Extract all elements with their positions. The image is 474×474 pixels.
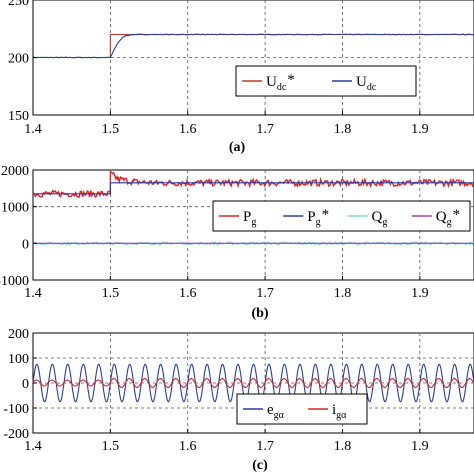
- y-tick-label: -1000: [0, 274, 29, 289]
- x-tick-label: 1.7: [256, 122, 274, 137]
- x-tick-label: 1.9: [411, 439, 429, 454]
- legend-entry: Qg: [372, 209, 388, 228]
- panel-b-label: (b): [251, 306, 268, 321]
- y-tick-label: -100: [3, 402, 29, 417]
- legend-label-sup: *: [453, 207, 461, 223]
- legend-label-sub: dc: [277, 82, 287, 93]
- panel-a-y-ticks: 150 200 250: [8, 0, 37, 124]
- legend-label-main: P: [307, 209, 315, 225]
- y-tick-label: 2000: [1, 164, 29, 179]
- legend-label-sub: gα: [336, 410, 347, 421]
- legend-entry: Pg: [243, 209, 256, 228]
- x-tick-label: 1.4: [24, 286, 42, 301]
- x-tick-label: 1.5: [102, 122, 120, 137]
- legend-entry: Udc: [356, 74, 377, 93]
- series-line-1-2: [32, 240, 474, 247]
- legend-label-main: e: [267, 402, 274, 418]
- series-line-0-1: [32, 33, 474, 59]
- legend-label-sub: g: [316, 217, 321, 228]
- legend-label-main: Q: [436, 209, 447, 225]
- panel-b-x-ticks: 1.4 1.5 1.6 1.7 1.8 1.9: [24, 276, 429, 301]
- panel-a-label: (a): [229, 140, 246, 155]
- series-line-1-1: [33, 182, 474, 195]
- legend-label-sup: *: [287, 72, 295, 88]
- x-tick-label: 1.5: [102, 286, 120, 301]
- y-tick-label: 150: [8, 109, 29, 124]
- panel-c-legend: egα igα: [236, 393, 368, 425]
- y-tick-label: 1000: [1, 201, 29, 216]
- legend-entry: igα: [332, 402, 347, 421]
- panel-c-series: [32, 363, 474, 403]
- legend-label-main: P: [243, 209, 251, 225]
- y-tick-label: 200: [8, 327, 29, 342]
- legend-label-sub: dc: [367, 82, 377, 93]
- x-tick-label: 1.5: [102, 439, 120, 454]
- panel-a-legend: Udc* Udc: [235, 65, 417, 97]
- y-tick-label: -200: [3, 427, 29, 442]
- legend-box: [235, 65, 417, 97]
- x-tick-label: 1.9: [411, 286, 429, 301]
- x-tick-label: 1.8: [334, 122, 352, 137]
- x-tick-label: 1.9: [411, 122, 429, 137]
- y-tick-label: 200: [8, 52, 29, 67]
- x-tick-label: 1.8: [334, 286, 352, 301]
- series-line-2-0: [32, 363, 474, 403]
- legend-label-main: Q: [372, 209, 383, 225]
- panel-b-series: [32, 171, 474, 247]
- panel-a-series: [32, 33, 474, 59]
- y-tick-label: 0: [22, 237, 29, 252]
- series-line-2-1: [32, 377, 474, 389]
- x-tick-label: 1.8: [334, 439, 352, 454]
- legend-label-main: U: [266, 74, 277, 90]
- panel-c-label: (c): [252, 458, 268, 473]
- series-line-0-0: [33, 33, 474, 59]
- panel-b-legend: Pg Pg* Qg Qg*: [212, 200, 471, 232]
- x-tick-label: 1.6: [179, 439, 197, 454]
- legend-label-sub: g: [447, 217, 452, 228]
- legend-label-main: U: [356, 74, 367, 90]
- x-tick-label: 1.7: [256, 286, 274, 301]
- y-tick-label: 100: [8, 352, 29, 367]
- x-tick-label: 1.6: [179, 286, 197, 301]
- panel-c-y-ticks: -200 -100 0 100 200: [3, 327, 37, 442]
- panel-b-y-ticks: -1000 0 1000 2000: [0, 164, 37, 289]
- legend-entry: Qg*: [436, 207, 460, 228]
- series-line-1-0: [32, 171, 474, 199]
- legend-entry: egα: [267, 402, 285, 421]
- legend-label-sub: gα: [274, 410, 285, 421]
- x-tick-label: 1.4: [24, 122, 42, 137]
- x-tick-label: 1.4: [24, 439, 42, 454]
- legend-label-sub: g: [251, 217, 256, 228]
- legend-label-sup: *: [322, 207, 330, 223]
- panel-a-x-ticks: 1.4 1.5 1.6 1.7 1.8 1.9: [24, 111, 429, 137]
- legend-label-sub: g: [382, 217, 387, 228]
- legend-entry: Udc*: [266, 72, 295, 93]
- panel-b-frame: [32, 169, 474, 281]
- x-tick-label: 1.6: [179, 122, 197, 137]
- y-tick-label: 250: [8, 0, 29, 9]
- legend-label-main: i: [332, 402, 336, 418]
- x-tick-label: 1.7: [256, 439, 274, 454]
- y-tick-label: 0: [22, 377, 29, 392]
- legend-entry: Pg*: [307, 207, 329, 228]
- panel-c-x-ticks: 1.4 1.5 1.6 1.7 1.8 1.9: [24, 429, 429, 454]
